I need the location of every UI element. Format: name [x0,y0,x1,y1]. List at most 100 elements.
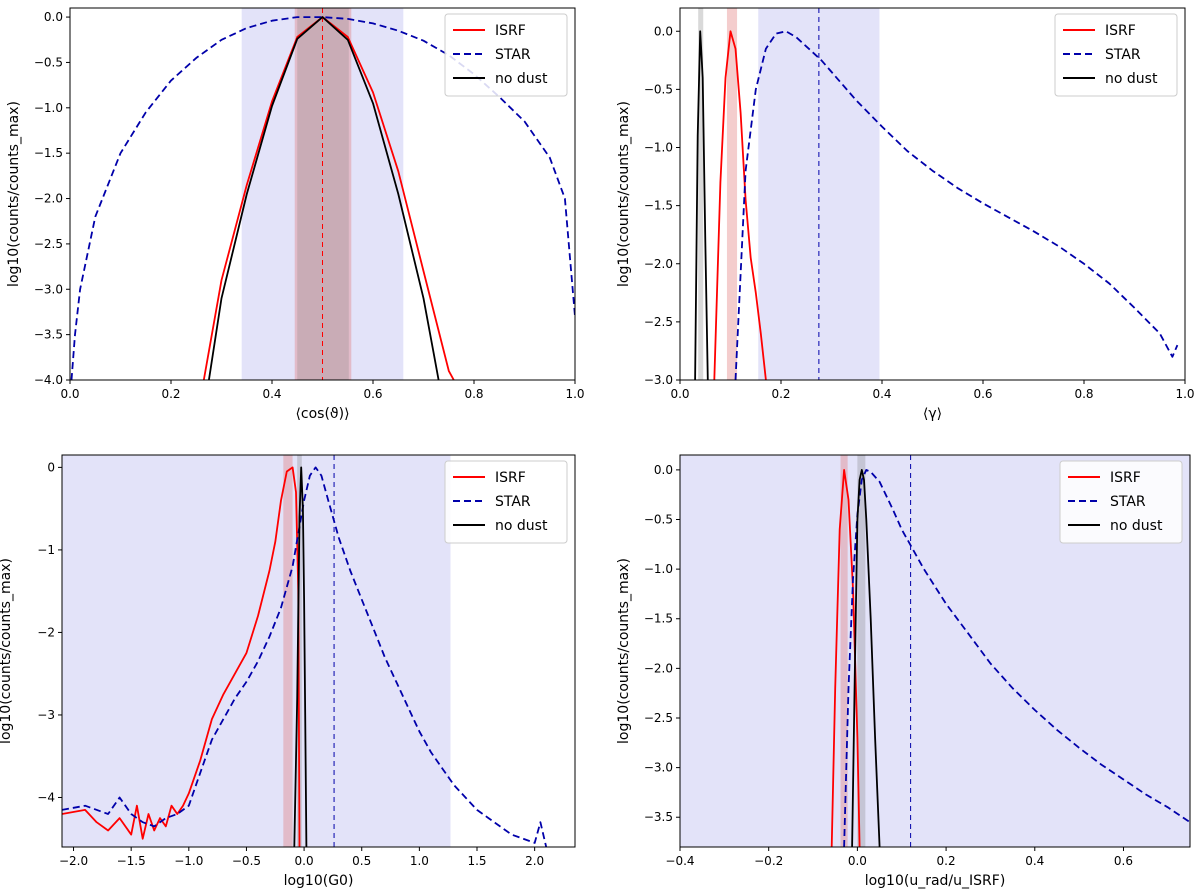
y-axis-label: log10(counts/counts_max) [616,101,632,287]
legend-label: no dust [1110,518,1163,534]
shaded-band-2 [726,8,738,380]
x-axis-label: ⟨cos(ϑ)⟩ [295,406,349,422]
x-tick-label: 0.5 [352,854,371,868]
legend-label: STAR [495,494,531,510]
chart-panel-1: 0.0 0.2 0.4 0.6 0.8 1.0 0.0 −0.5 −1.0 −1.5 −2.0 −2.… [6,7,585,422]
x-tick-label: −1.0 [174,854,203,868]
x-tick-label: 0.4 [872,387,891,401]
y-tick-label: −3.0 [644,761,673,775]
legend-box [1054,13,1178,97]
y-tick-label: −1.5 [34,146,63,160]
legend-label: no dust [495,71,548,87]
y-tick-label: −2.0 [34,192,63,206]
x-axis-label: ⟨γ⟩ [923,406,942,422]
legend-label: ISRF [495,23,526,39]
plot-area [694,8,1179,380]
x-tick-label: 1.0 [410,854,429,868]
x-tick-label: 0.8 [464,387,483,401]
y-tick-label: −2 [37,625,55,639]
plot-area [62,455,548,847]
x-axis-label: log10(u_rad/u_ISRF) [865,873,1006,889]
series-line-no-dust [208,16,440,380]
y-tick-label: −3.0 [644,373,673,387]
legend-label: STAR [495,47,531,63]
y-tick-label: −1.0 [644,141,673,155]
y-tick-label: −3.5 [644,810,673,824]
x-tick-label: 0.6 [363,387,382,401]
x-tick-label: 0.0 [295,854,314,868]
axes-frame [69,7,576,381]
axes-frame [679,454,1191,848]
shaded-band-3 [698,8,704,380]
x-tick-label: 1.0 [1175,387,1194,401]
y-tick-label: −3.5 [34,328,63,342]
y-tick-label: −4 [37,790,55,804]
x-tick-label: 0.4 [1025,854,1044,868]
series-line-no-dust [694,30,709,380]
series-line-star [62,466,548,847]
y-tick-label: −4.0 [34,373,63,387]
y-axis-label: log10(counts/counts_max) [6,101,22,287]
shaded-band-2 [840,455,848,847]
chart-panel-2: 0.0 0.2 0.4 0.6 0.8 1.0 0.0 −0.5 −1.0 −1.5 −2.0 −2.… [616,7,1195,422]
y-axis-label: log10(counts/counts_max) [616,558,632,744]
y-tick-label: −2.5 [644,315,673,329]
x-tick-label: 1.0 [565,387,584,401]
legend-box [444,460,568,544]
axes-frame [679,7,1186,381]
x-tick-label: −0.5 [232,854,261,868]
shaded-band-2 [294,8,352,380]
series-line-isrf [202,16,455,380]
y-axis-label: log10(counts/counts_max) [0,558,14,744]
y-tick-label: −0.5 [34,55,63,69]
y-tick-label: 0.0 [44,10,63,24]
legend-box [1059,460,1183,544]
x-tick-label: −0.2 [754,854,783,868]
y-tick-label: −2.0 [644,661,673,675]
x-tick-label: 0.6 [973,387,992,401]
shaded-band-3 [857,455,866,847]
y-tick-label: −3 [37,708,55,722]
legend-label: ISRF [1110,470,1141,486]
y-tick-label: −0.5 [644,82,673,96]
axes-frame [61,454,576,848]
y-tick-label: −2.0 [644,257,673,271]
y-tick-label: −1.5 [644,199,673,213]
x-tick-label: 2.0 [525,854,544,868]
y-tick-label: 0.0 [654,24,673,38]
x-tick-label: 0.2 [937,854,956,868]
x-axis-label: log10(G0) [284,873,354,889]
y-tick-label: −1.0 [34,101,63,115]
y-tick-label: −2.5 [34,237,63,251]
series-line-star [70,16,575,380]
x-tick-label: −2.0 [59,854,88,868]
legend: ISRF STAR no dust [444,13,568,97]
x-tick-label: 1.5 [467,854,486,868]
x-tick-label: −1.5 [117,854,146,868]
legend-label: ISRF [495,470,526,486]
y-tick-label: −1.5 [644,612,673,626]
y-tick-label: −1 [37,543,55,557]
series-line-isrf [713,30,767,380]
legend-box [444,13,568,97]
chart-panel-4: −0.4 −0.2 0.0 0.2 0.4 0.6 0.0 −0.5 −1.0 −1.5 −2.0 −… [616,454,1191,889]
shaded-band-1 [62,455,451,847]
x-tick-label: 0.0 [670,387,689,401]
plot-area [70,8,575,380]
x-tick-label: 0.8 [1074,387,1093,401]
x-tick-label: 0.2 [771,387,790,401]
x-tick-label: 0.6 [1114,854,1133,868]
y-tick-label: 0.0 [654,463,673,477]
legend-label: STAR [1110,494,1146,510]
series-line-no-dust [851,468,881,847]
series-line-star [734,30,1179,380]
x-tick-label: 0.0 [848,854,867,868]
y-tick-label: −2.5 [644,711,673,725]
chart-panel-3: −2.0 −1.5 −1.0 −0.5 0.0 0.5 1.0 1.5 2.0 0 −1 −2 −3 −4… [0,454,576,889]
y-tick-label: −3.0 [34,282,63,296]
y-tick-label: −1.0 [644,562,673,576]
series-line-isrf [62,466,301,847]
legend: ISRF STAR no dust [444,460,568,544]
x-tick-label: 0.0 [60,387,79,401]
legend-label: STAR [1105,47,1141,63]
